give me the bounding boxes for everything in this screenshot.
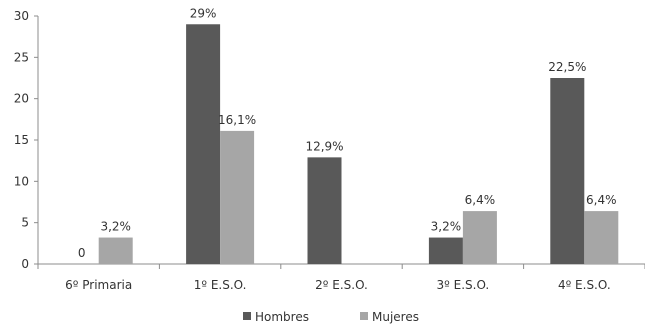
bar — [307, 157, 342, 264]
legend-swatch — [243, 312, 251, 320]
bar — [584, 211, 619, 264]
bar — [186, 24, 221, 265]
y-tick-label: 5 — [21, 216, 29, 230]
y-tick-label: 0 — [21, 257, 29, 271]
x-tick-label: 6º Primaria — [65, 278, 132, 292]
bar — [428, 237, 463, 264]
legend: Hombres Mujeres — [243, 310, 419, 324]
data-label: 6,4% — [465, 193, 496, 207]
bar — [550, 78, 585, 264]
y-tick-label: 30 — [14, 9, 29, 23]
x-tick-label: 3º E.S.O. — [437, 278, 490, 292]
bars — [98, 24, 619, 265]
data-label: 6,4% — [586, 193, 617, 207]
x-tick-label: 1º E.S.O. — [194, 278, 247, 292]
x-axis: 6º Primaria 1º E.S.O. 2º E.S.O. 3º E.S.O. 4º… — [37, 263, 645, 292]
bar — [98, 237, 133, 264]
data-label: 29% — [190, 6, 217, 20]
data-labels: 0 29% 12,9% 3,2% 22,5% 3,2% 16,1% 6,4% 6,4% — [78, 6, 617, 260]
data-label: 22,5% — [548, 60, 586, 74]
legend-label: Hombres — [255, 310, 309, 324]
y-tick-label: 20 — [14, 92, 29, 106]
data-label: 16,1% — [218, 113, 256, 127]
y-tick-label: 10 — [14, 174, 29, 188]
y-tick-label: 25 — [14, 50, 29, 64]
y-axis: 0 5 10 15 20 25 30 — [14, 9, 39, 271]
data-label: 12,9% — [305, 139, 343, 153]
legend-label: Mujeres — [372, 310, 419, 324]
bar — [220, 130, 255, 264]
x-tick-label: 4º E.S.O. — [558, 278, 611, 292]
data-label: 0 — [78, 246, 86, 260]
y-tick-label: 15 — [14, 133, 29, 147]
legend-swatch — [360, 312, 368, 320]
x-tick-label: 2º E.S.O. — [315, 278, 368, 292]
bar — [462, 211, 497, 264]
data-label: 3,2% — [431, 220, 462, 234]
data-label: 3,2% — [100, 220, 131, 234]
